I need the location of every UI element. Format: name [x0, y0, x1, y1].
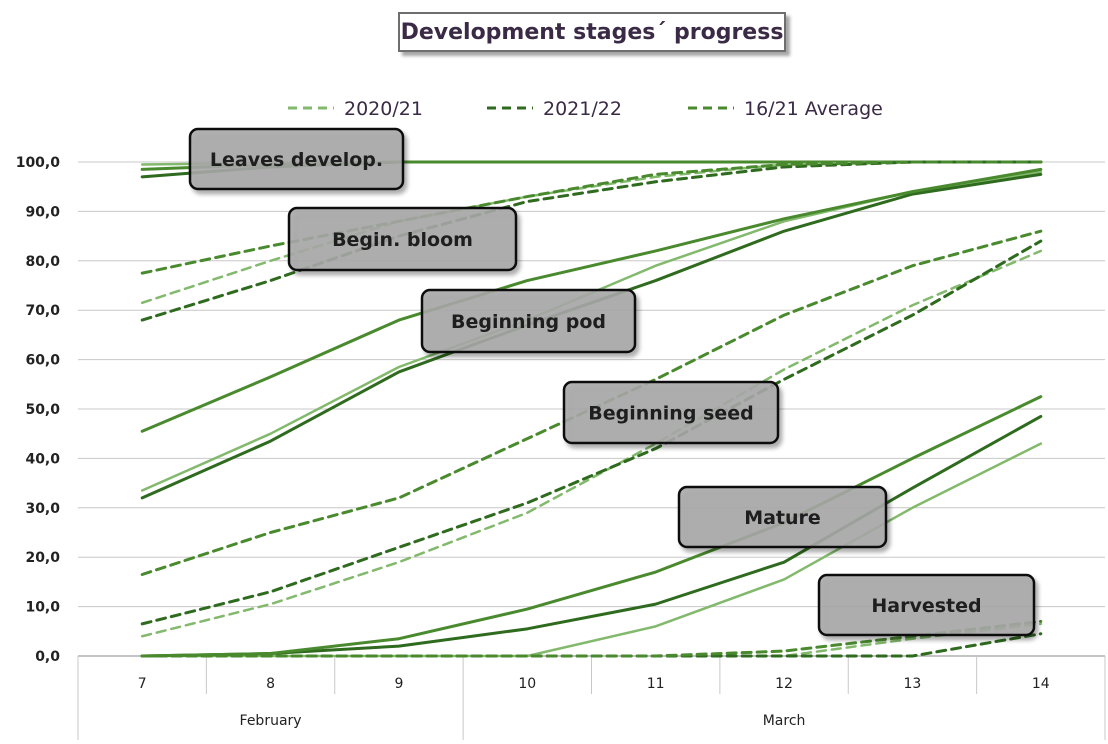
x-tick-label: 8: [266, 676, 275, 692]
stage-label-box: Begin. bloom: [287, 206, 518, 272]
y-tick-label: 40,0: [25, 451, 60, 467]
y-tick-label: 0,0: [35, 649, 60, 665]
stage-label-text: Mature: [744, 507, 821, 529]
legend: 2020/21 2021/22 16/21 Average: [288, 98, 883, 120]
series-line-16-21-average: [140, 619, 1043, 658]
y-tick-label: 70,0: [25, 303, 60, 319]
stage-label-text: Leaves develop.: [210, 149, 383, 171]
legend-label: 16/21 Average: [744, 98, 883, 120]
stage-label-background: [188, 127, 405, 191]
series-line-16-21-average: [140, 167, 1043, 433]
x-tick-label: 14: [1032, 676, 1050, 692]
stage-label-background: [287, 206, 518, 272]
y-tick-label: 80,0: [25, 254, 60, 270]
stage-label-background: [562, 380, 780, 445]
x-tick-label: 11: [647, 676, 665, 692]
stage-label-box: Beginning seed: [562, 380, 780, 445]
y-tick-label: 50,0: [25, 402, 60, 418]
y-tick-label: 20,0: [25, 550, 60, 566]
x-tick-label: 7: [138, 676, 147, 692]
stage-label-box: Leaves develop.: [188, 127, 405, 191]
x-tick-label: 12: [775, 676, 793, 692]
stage-label-text: Beginning seed: [588, 403, 753, 425]
stage-label-background: [817, 573, 1036, 637]
stage-label-background: [677, 485, 888, 549]
x-tick-label: 10: [518, 676, 536, 692]
series-line-16-21-average: [140, 395, 1043, 658]
y-tick-label: 60,0: [25, 353, 60, 369]
stage-label-background: [420, 288, 637, 354]
x-tick-label: 13: [904, 676, 922, 692]
x-tick-label: 9: [394, 676, 403, 692]
legend-label: 2020/21: [344, 98, 423, 120]
stage-label-box: Harvested: [817, 573, 1036, 637]
y-tick-label: 90,0: [25, 204, 60, 220]
x-group-label: February: [240, 713, 302, 729]
x-axis: 7 8 9 10 11 12 13 14 February March: [77, 655, 1106, 740]
x-group-label: March: [763, 713, 806, 729]
chart-title: Development stages´ progress: [398, 12, 786, 52]
legend-label: 2021/22: [543, 98, 622, 120]
y-tick-label: 10,0: [25, 600, 60, 616]
stage-labels: Leaves develop. Begin. bloom Beginning pod…: [188, 127, 1036, 637]
y-tick-label: 100,0: [16, 155, 61, 171]
stage-label-text: Harvested: [871, 595, 981, 617]
stage-label-text: Beginning pod: [451, 311, 606, 333]
y-axis: 0,0 10,0 20,0 30,0 40,0 50,0 60,0 70,0 80,0 90,0 1…: [16, 155, 61, 665]
y-tick-label: 30,0: [25, 501, 60, 517]
series-line-2020-21: [140, 249, 1043, 638]
stage-label-box: Mature: [677, 485, 888, 549]
stage-label-box: Beginning pod: [420, 288, 637, 354]
series-line-2021-22: [140, 239, 1043, 626]
stage-label-text: Begin. bloom: [332, 229, 473, 251]
